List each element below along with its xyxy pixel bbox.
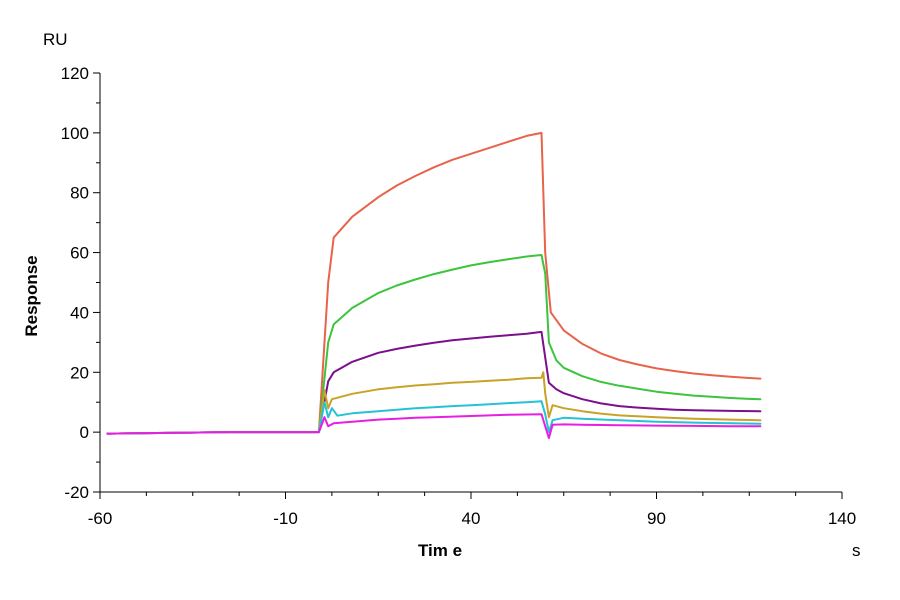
x-tick-label: 90 [647,509,666,528]
y-tick-label: 60 [70,244,89,263]
axes [99,73,842,493]
y-tick-label: 120 [61,64,89,83]
y-tick-label: -20 [64,483,89,502]
x-tick-label: 140 [828,509,856,528]
x-tick-label: -10 [273,509,298,528]
y-unit-label: RU [43,30,68,49]
y-tick-label: 100 [61,124,89,143]
ticks: -20 0 20 40 60 80 100 120 -60 -10 40 90 140 [61,64,857,528]
series-lines [106,131,762,440]
x-tick-label: -60 [88,509,113,528]
series-line-2 [106,254,762,435]
series-line-1 [106,131,762,435]
series-line-5 [106,400,762,435]
y-tick-label: 40 [70,303,89,322]
y-tick-label: 20 [70,363,89,382]
y-axis-title: Response [22,255,41,336]
x-unit-label: s [852,541,861,560]
y-tick-label: 0 [80,423,89,442]
x-tick-label: 40 [462,509,481,528]
series-line-4 [106,371,762,435]
x-axis-title: Tim e [418,541,462,560]
series-line-3 [106,330,762,435]
series-line-6 [106,413,762,440]
y-tick-label: 80 [70,184,89,203]
